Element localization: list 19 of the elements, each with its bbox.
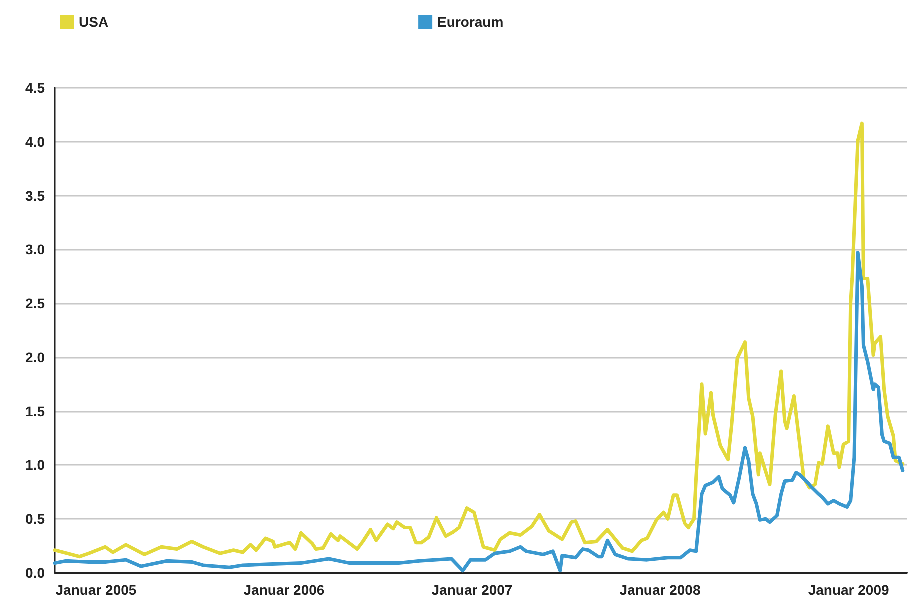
line-series — [53, 251, 905, 573]
x-tick-label: Januar 2008 — [620, 582, 701, 598]
x-tick-label: Januar 2005 — [56, 582, 137, 598]
legend-label: USA — [79, 14, 109, 30]
y-tick-label: 2.0 — [26, 349, 46, 366]
y-tick-label: 1.0 — [26, 457, 46, 474]
y-tick-label: 2.5 — [26, 296, 46, 312]
legend-label: Euroraum — [438, 14, 504, 30]
y-tick-label: 1.5 — [26, 403, 46, 420]
y-tick-label: 0.5 — [26, 511, 46, 528]
x-tick-label: Januar 2006 — [244, 582, 325, 598]
y-tick-label: 4.0 — [26, 134, 46, 150]
line-series — [53, 122, 905, 559]
y-tick-label: 4.5 — [26, 80, 46, 96]
x-tick-label: Januar 2007 — [432, 582, 513, 598]
y-tick-label: 3.5 — [26, 188, 46, 204]
y-tick-label: 0.0 — [26, 565, 46, 581]
x-tick-label: Januar 2009 — [808, 582, 890, 598]
y-tick-label: 3.0 — [26, 242, 46, 258]
